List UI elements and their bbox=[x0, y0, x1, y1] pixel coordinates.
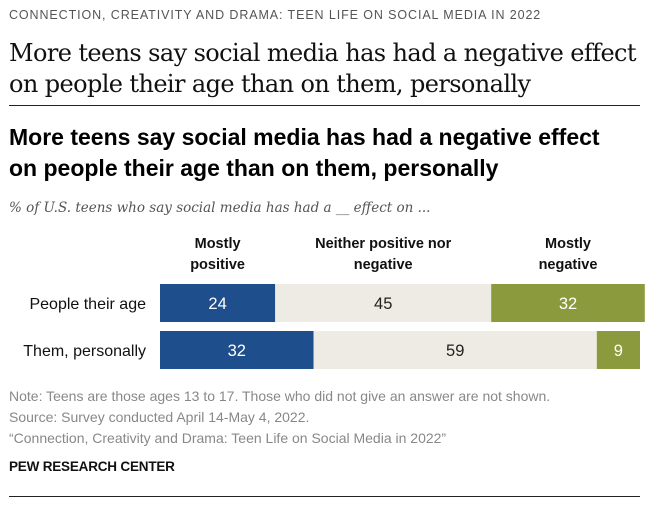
bottom-divider bbox=[9, 496, 640, 497]
value-label-0-1: 45 bbox=[374, 295, 392, 313]
headline-line-2: on people their age than on them, person… bbox=[9, 70, 531, 98]
value-label-1-0: 32 bbox=[228, 342, 246, 360]
chart-title-line-2: on people their age than on them, person… bbox=[9, 155, 499, 181]
organization-name: PEW RESEARCH CENTER bbox=[9, 459, 175, 474]
legend-label-1-1: negative bbox=[354, 257, 413, 273]
row-label-1: Them, personally bbox=[23, 343, 146, 360]
chart-notes: Note: Teens are those ages 13 to 17. Tho… bbox=[9, 386, 550, 449]
value-label-1-1: 59 bbox=[446, 342, 464, 360]
value-label-1-2: 9 bbox=[614, 342, 623, 360]
bar-segment-1-2 bbox=[596, 331, 640, 369]
chart-title-line-1: More teens say social media has had a ne… bbox=[9, 124, 600, 150]
bar-segment-1-0 bbox=[160, 331, 314, 369]
legend-label-1-0: Neither positive nor bbox=[315, 236, 452, 252]
value-label-0-2: 32 bbox=[559, 295, 577, 313]
report-kicker: CONNECTION, CREATIVITY AND DRAMA: TEEN L… bbox=[9, 8, 542, 22]
source-text: Source: Survey conducted April 14-May 4,… bbox=[9, 409, 310, 425]
stacked-bar-chart: Mostly positive Neither positive nor negati… bbox=[23, 236, 645, 369]
row-label-0: People their age bbox=[29, 296, 146, 313]
report-citation: “Connection, Creativity and Drama: Teen … bbox=[9, 430, 447, 446]
legend-label-2-0: Mostly bbox=[545, 236, 591, 252]
legend-label-2-1: negative bbox=[539, 257, 598, 273]
note-text: Note: Teens are those ages 13 to 17. Tho… bbox=[9, 388, 551, 404]
value-label-0-0: 24 bbox=[208, 295, 226, 313]
headline: More teens say social media has had a ne… bbox=[9, 38, 649, 100]
bar-segment-1-1 bbox=[313, 331, 597, 369]
headline-line-1: More teens say social media has had a ne… bbox=[9, 39, 637, 67]
legend-label-0-0: Mostly bbox=[195, 236, 241, 252]
legend-label-0-1: positive bbox=[190, 257, 245, 273]
bar-segment-0-1 bbox=[275, 284, 492, 322]
chart-title: More teens say social media has had a ne… bbox=[9, 122, 649, 184]
bar-segment-0-2 bbox=[491, 284, 645, 322]
bar-segment-0-0 bbox=[160, 284, 276, 322]
top-divider bbox=[9, 105, 640, 106]
chart-subtitle: % of U.S. teens who say social media has… bbox=[9, 200, 431, 216]
